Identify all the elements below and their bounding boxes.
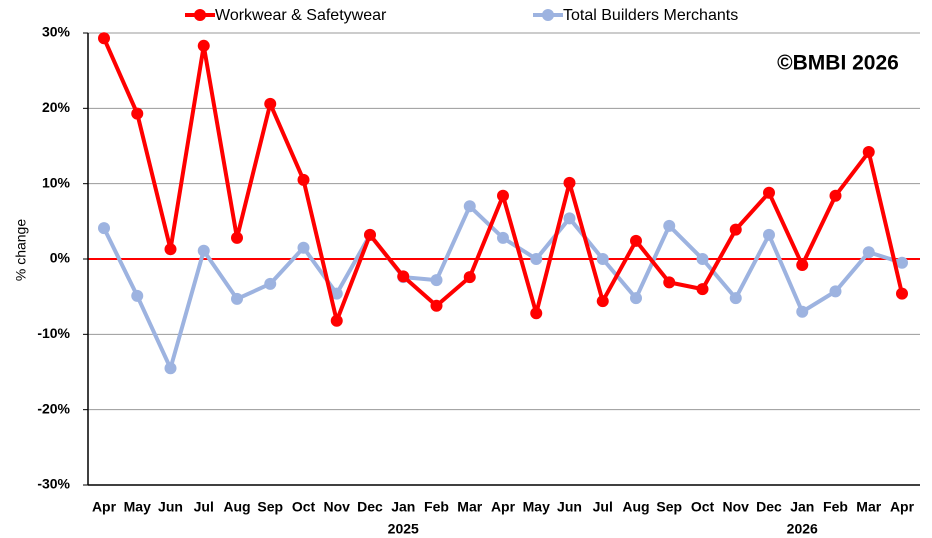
y-tick-label: 10% <box>42 174 71 190</box>
point <box>364 228 376 241</box>
x-tick-label: Sep <box>656 499 682 515</box>
point <box>763 228 775 241</box>
point <box>330 314 343 327</box>
point <box>264 277 277 290</box>
y-tick-label: 20% <box>42 99 71 115</box>
x-tick-label: Jan <box>790 499 814 515</box>
point <box>896 256 908 269</box>
point <box>663 219 676 232</box>
x-tick-label: Apr <box>491 499 516 515</box>
y-tick-label: 30% <box>42 24 71 40</box>
x-tick-label: Jan <box>391 499 415 515</box>
x-tick-label: Jul <box>593 499 613 515</box>
point <box>463 200 476 213</box>
point <box>563 212 576 225</box>
x-tick-label: Apr <box>92 499 117 515</box>
legend-label: Total Builders Merchants <box>563 7 738 24</box>
x-tick-label: May <box>523 499 550 515</box>
x-tick-label: Mar <box>856 499 881 515</box>
point <box>330 287 343 300</box>
legend-label: Workwear & Safetywear <box>215 7 387 24</box>
point <box>729 223 742 236</box>
point <box>596 295 609 308</box>
point <box>530 253 543 265</box>
point <box>829 189 842 202</box>
y-tick-label: -10% <box>37 325 70 341</box>
point <box>796 305 809 318</box>
year-label: 2026 <box>787 521 818 537</box>
x-tick-label: Mar <box>457 499 482 515</box>
x-tick-label: Feb <box>424 499 449 515</box>
point <box>430 299 443 312</box>
point <box>164 362 177 375</box>
point <box>297 173 310 186</box>
x-tick-label: Nov <box>723 499 750 515</box>
point <box>763 186 775 199</box>
x-tick-label: Apr <box>890 499 915 515</box>
point <box>862 246 875 259</box>
point <box>164 243 177 256</box>
point <box>563 176 576 189</box>
point <box>829 285 842 298</box>
point <box>696 253 709 265</box>
x-tick-label: May <box>124 499 151 515</box>
point <box>630 292 642 305</box>
watermark: ©BMBI 2026 <box>777 52 899 75</box>
legend-marker <box>194 9 206 21</box>
point <box>497 189 509 202</box>
point <box>497 231 509 244</box>
x-tick-label: Aug <box>223 499 250 515</box>
point <box>197 244 210 257</box>
x-tick-label: Oct <box>292 499 316 515</box>
point <box>796 259 809 272</box>
point <box>663 276 676 289</box>
point <box>197 39 210 52</box>
x-tick-label: Dec <box>756 499 782 515</box>
point <box>729 292 742 305</box>
point <box>131 107 144 120</box>
x-tick-label: Aug <box>622 499 649 515</box>
year-label: 2025 <box>388 521 419 537</box>
x-tick-label: Feb <box>823 499 848 515</box>
x-tick-label: Sep <box>257 499 283 515</box>
y-tick-label: -20% <box>37 400 70 416</box>
point <box>264 97 277 110</box>
x-tick-label: Dec <box>357 499 383 515</box>
x-tick-label: Jun <box>158 499 183 515</box>
y-tick-label: 0% <box>50 250 71 266</box>
point <box>630 234 642 247</box>
point <box>862 146 875 159</box>
legend-marker <box>542 9 554 21</box>
x-tick-label: Nov <box>324 499 351 515</box>
point <box>463 271 476 284</box>
x-tick-label: Oct <box>691 499 715 515</box>
y-tick-label: -30% <box>37 476 70 492</box>
point <box>131 289 144 302</box>
point <box>231 231 243 244</box>
point <box>430 274 443 287</box>
point <box>896 287 908 300</box>
point <box>596 253 609 265</box>
point <box>98 222 110 235</box>
x-tick-label: Jun <box>557 499 582 515</box>
point <box>696 283 709 296</box>
series-line <box>102 204 903 371</box>
point <box>98 32 110 45</box>
point <box>297 241 310 254</box>
point <box>530 307 543 320</box>
x-tick-label: Jul <box>194 499 214 515</box>
point <box>397 270 410 283</box>
point <box>231 292 243 305</box>
y-axis-label: % change <box>13 219 29 281</box>
